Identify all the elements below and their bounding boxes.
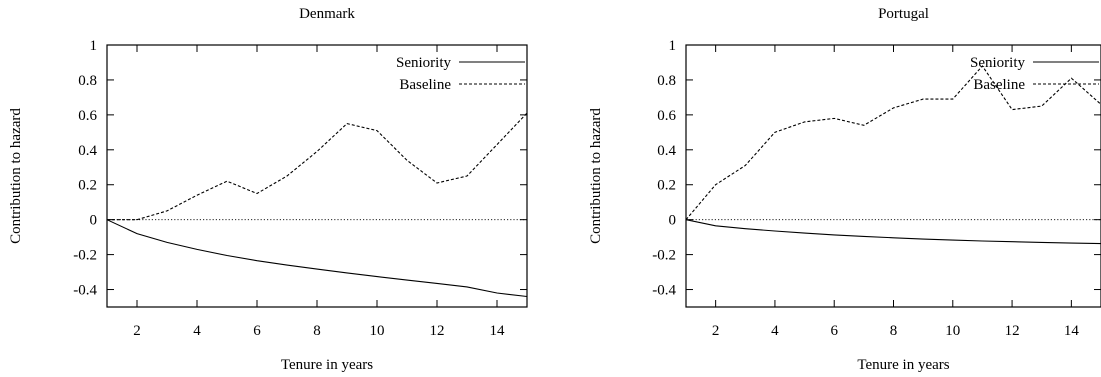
x-tick-label: 14 xyxy=(490,323,506,339)
x-tick-label: 8 xyxy=(313,323,321,339)
chart-title: Portugal xyxy=(878,6,929,22)
y-tick-label: 0 xyxy=(669,213,677,229)
series-line-baseline xyxy=(107,112,527,221)
series-line-seniority xyxy=(107,219,527,298)
y-tick-label: -0.4 xyxy=(652,283,676,299)
x-axis-label: Tenure in years xyxy=(857,357,949,373)
y-tick-label: 0.8 xyxy=(657,73,676,89)
x-axis-label: Tenure in years xyxy=(281,357,373,373)
y-tick-label: -0.4 xyxy=(73,283,97,299)
y-tick-label: 1 xyxy=(90,38,98,54)
series-line-baseline xyxy=(686,65,1101,221)
x-tick-label: 2 xyxy=(133,323,141,339)
y-tick-label: 0.6 xyxy=(78,108,97,124)
legend-label: Baseline xyxy=(399,77,451,93)
y-tick-label: 0.2 xyxy=(78,178,97,194)
y-tick-label: 1 xyxy=(669,38,677,54)
x-tick-label: 6 xyxy=(253,323,261,339)
x-tick-label: 14 xyxy=(1064,323,1080,339)
y-axis-label: Contribution to hazard xyxy=(588,108,604,244)
y-tick-label: -0.2 xyxy=(73,248,97,264)
series-group xyxy=(107,112,527,298)
y-tick-label: 0.4 xyxy=(78,143,97,159)
legend-label: Baseline xyxy=(973,77,1025,93)
x-tick-label: 4 xyxy=(771,323,779,339)
chart-panel-1: Portugal-0.4-0.200.20.40.60.812 4 6 8 10 12 14… xyxy=(588,6,1101,373)
y-axis-label: Contribution to hazard xyxy=(8,108,24,244)
x-tick-label: 12 xyxy=(1005,323,1020,339)
x-tick-label: 6 xyxy=(830,323,838,339)
chart-panel-0: Denmark-0.4-0.200.20.40.60.812 4 6 8 10 12 14T… xyxy=(8,6,528,373)
y-tick-label: 0.6 xyxy=(657,108,676,124)
y-tick-label: 0.2 xyxy=(657,178,676,194)
x-tick-label: 2 xyxy=(712,323,720,339)
series-line-seniority xyxy=(686,219,1101,245)
legend-label: Seniority xyxy=(970,55,1025,71)
y-tick-label: 0.4 xyxy=(657,143,676,159)
x-tick-label: 8 xyxy=(890,323,898,339)
x-tick-label: 4 xyxy=(193,323,201,339)
x-tick-label: 10 xyxy=(370,323,385,339)
y-tick-label: 0.8 xyxy=(78,73,97,89)
x-tick-label: 12 xyxy=(430,323,445,339)
x-tick-label: 10 xyxy=(945,323,960,339)
series-group xyxy=(686,65,1101,245)
y-tick-label: -0.2 xyxy=(652,248,676,264)
chart-title: Denmark xyxy=(299,6,355,22)
legend-label: Seniority xyxy=(396,55,451,71)
y-tick-label: 0 xyxy=(90,213,98,229)
